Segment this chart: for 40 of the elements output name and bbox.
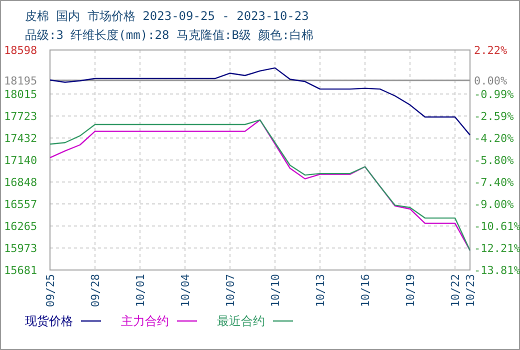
legend-label: 主力合约 [121,314,169,328]
y-tick-label: 17140 [4,154,38,167]
x-tick-label: 10/13 [314,274,327,308]
x-tick-label: 10/01 [134,274,147,308]
y-tick-label: 17723 [4,110,38,123]
y-tick-label: 18195 [4,74,38,88]
x-tick-label: 10/23 [464,274,477,308]
x-tick-label: 10/19 [404,274,417,308]
y2-tick-label: -10.61% [474,220,520,234]
y2-tick-label: -0.99% [474,88,514,102]
y-tick-label: 16265 [4,220,38,233]
y2-tick-label: -4.20% [474,132,514,146]
y-tick-label: 15681 [4,264,38,277]
y-tick-label: 18598 [4,44,38,57]
x-tick-label: 10/10 [269,274,282,308]
y2-tick-label: -9.00% [474,198,514,211]
y2-tick-label: -13.81% [474,264,520,277]
x-tick-label: 10/22 [449,274,462,308]
chart-title: 皮棉 国内 市场价格 2023-09-25 - 2023-10-23 [25,9,309,23]
y2-tick-label: -12.21% [474,242,520,256]
legend-label: 最近合约 [217,314,265,328]
x-tick-label: 09/28 [89,274,102,308]
y-tick-label: 18015 [4,88,38,101]
y-tick-label: 15973 [4,242,38,255]
x-tick-label: 10/07 [224,274,237,308]
chart-subtitle: 品级:3 纤维长度(mm):28 马克隆值:B级 颜色:白棉 [25,28,314,42]
y-tick-label: 16848 [4,176,38,189]
y-tick-label: 16557 [4,198,38,211]
legend-label: 现货价格 [25,314,73,328]
y2-tick-label: -2.59% [474,110,514,124]
y2-tick-label: 2.22% [474,44,508,57]
x-tick-label: 09/25 [44,274,57,308]
line-series [49,67,471,136]
y2-tick-label: 0.00% [474,74,508,88]
y2-tick-label: -7.40% [474,176,514,190]
x-tick-label: 10/04 [179,274,192,308]
x-tick-label: 10/16 [359,274,372,308]
line-series [49,119,471,252]
y-tick-label: 17432 [4,132,38,145]
y2-tick-label: -5.80% [474,154,514,168]
